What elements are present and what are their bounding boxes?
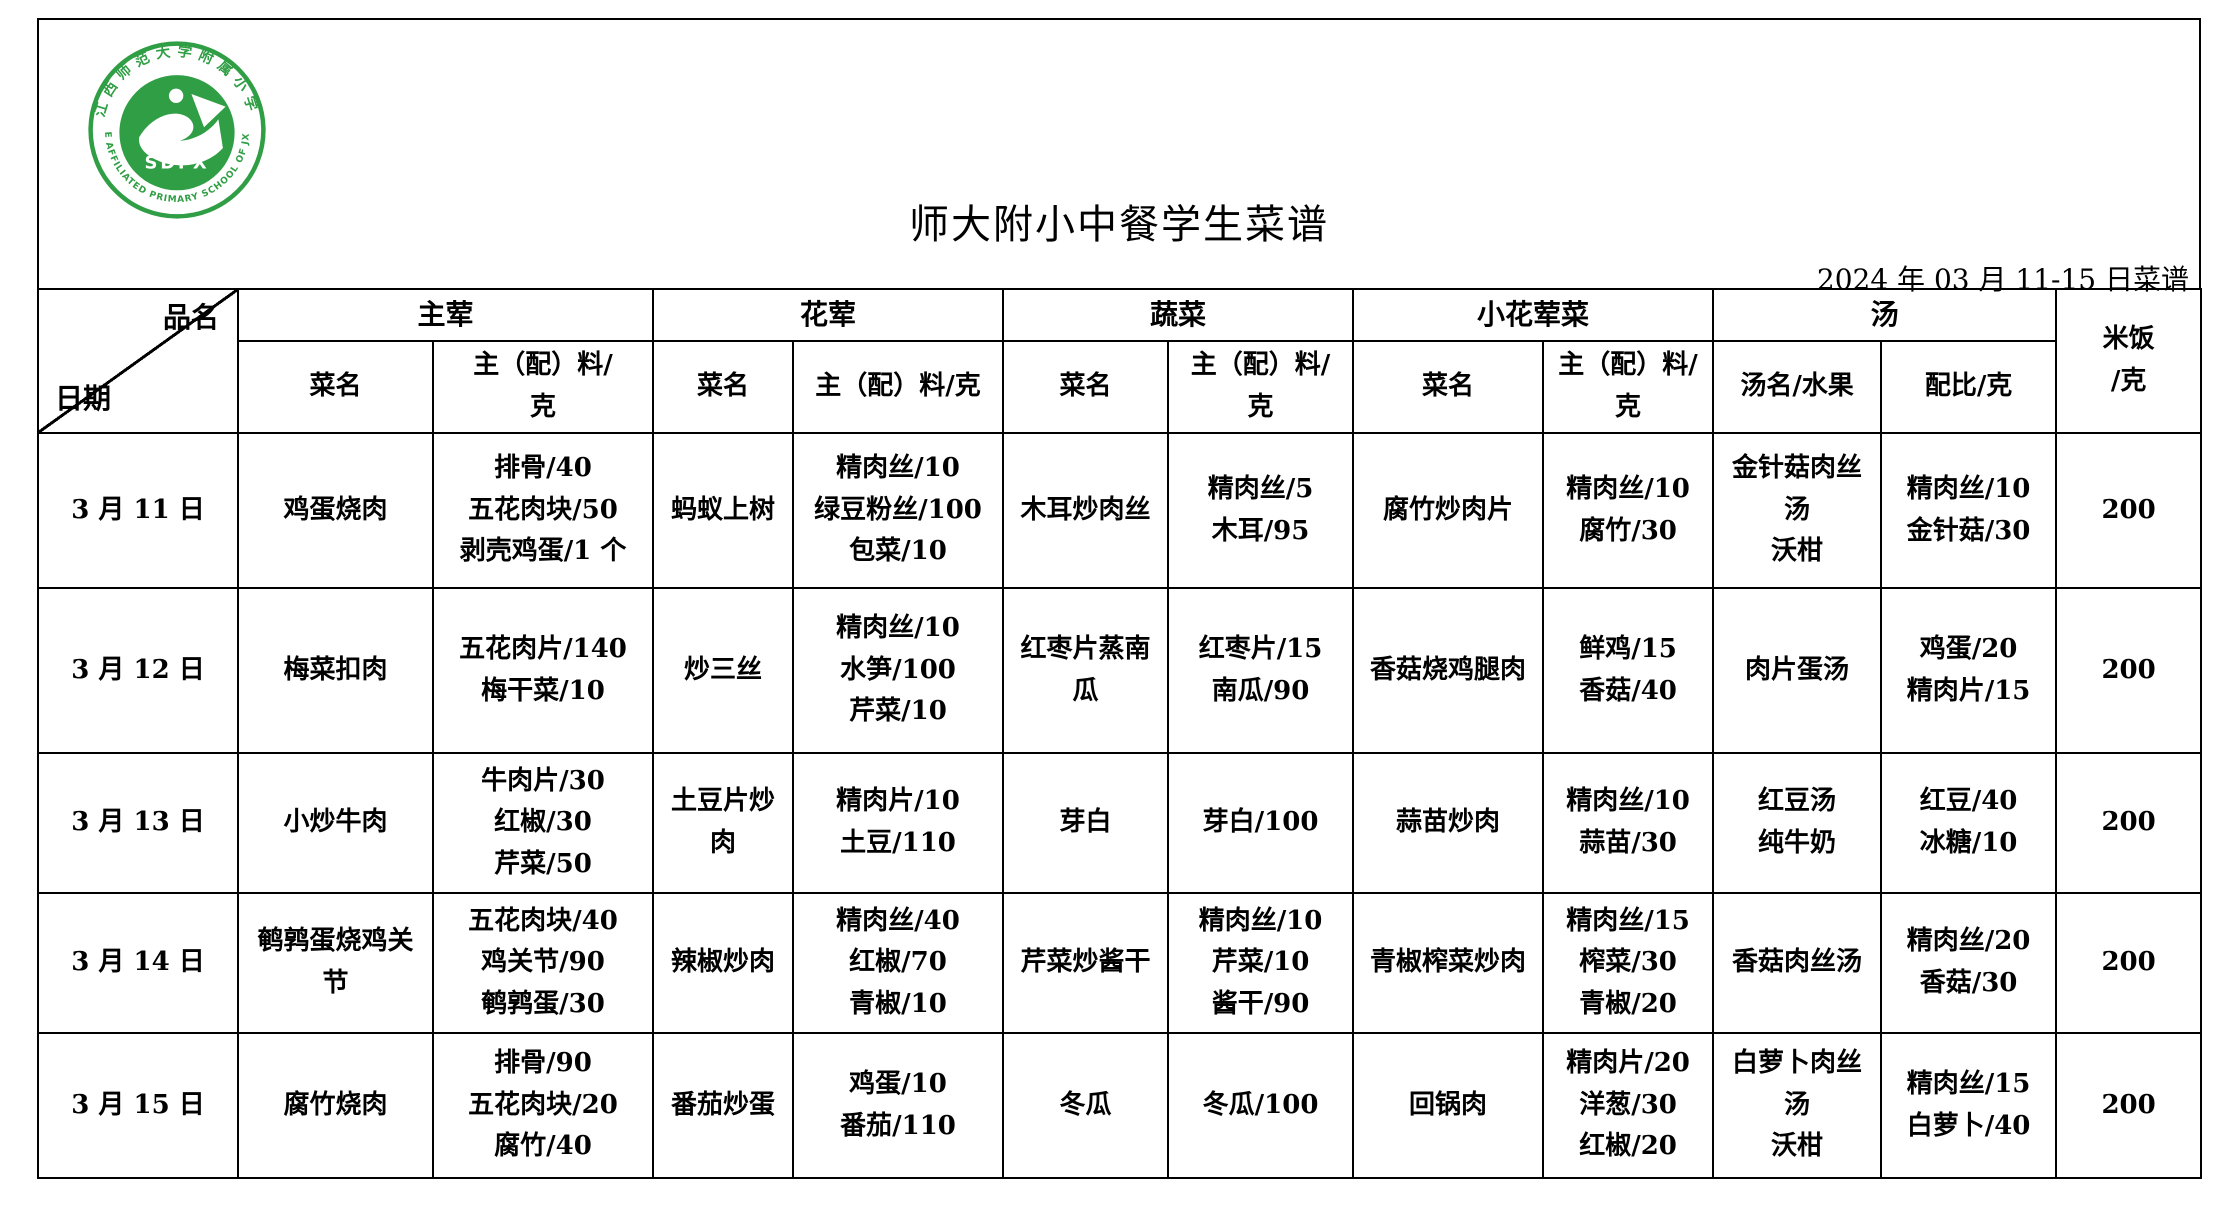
small-dish-ingredients: 精肉丝/15 榨菜/30 青椒/20	[1542, 892, 1715, 1034]
logo-figure-icon	[138, 113, 223, 166]
table-row: 3 月 14 日 鹌鹑蛋烧鸡关 节 五花肉块/40 鸡关节/90 鹌鹑蛋/30 …	[37, 892, 2203, 1034]
subheader-ingredients: 主（配）料/ 克	[1167, 340, 1355, 434]
subheader-dish-name: 菜名	[1352, 340, 1545, 434]
logo-figure-head-icon	[168, 88, 184, 103]
vegetable-ingredients: 精肉丝/10 芹菜/10 酱干/90	[1167, 892, 1355, 1034]
subheader-ingredients: 主（配）料/克	[792, 340, 1005, 434]
corner-header: 品名 日期	[37, 288, 239, 434]
soup-ingredients: 精肉丝/10 金针菇/30	[1880, 432, 2058, 589]
group-header-small-dish: 小花荤菜	[1352, 288, 1715, 342]
table-row: 3 月 15 日 腐竹烧肉 排骨/90 五花肉块/20 腐竹/40 番茄炒蛋 鸡…	[37, 1032, 2203, 1179]
semi-meat-ingredients: 鸡蛋/10 番茄/110	[792, 1032, 1005, 1179]
subheader-dish-name: 菜名	[237, 340, 434, 434]
small-dish-ingredients: 精肉丝/10 蒜苗/30	[1542, 752, 1715, 894]
vegetable-name: 芹菜炒酱干	[1002, 892, 1170, 1034]
small-dish-ingredients: 精肉丝/10 腐竹/30	[1542, 432, 1715, 589]
group-header-vegetable: 蔬菜	[1002, 288, 1355, 342]
small-dish-ingredients: 鲜鸡/15 香菇/40	[1542, 587, 1715, 754]
small-dish-name: 青椒榨菜炒肉	[1352, 892, 1545, 1034]
rice-cell: 200	[2055, 752, 2203, 894]
main-meat-ingredients: 五花肉块/40 鸡关节/90 鹌鹑蛋/30	[431, 892, 655, 1034]
header-group-row: 品名 日期 主荤 花荤 蔬菜 小花荤菜 汤 米饭 /克	[37, 288, 2203, 434]
vegetable-ingredients: 精肉丝/5 木耳/95	[1167, 432, 1355, 589]
small-dish-ingredients: 精肉片/20 洋葱/30 红椒/20	[1542, 1032, 1715, 1179]
soup-ingredients: 鸡蛋/20 精肉片/15	[1880, 587, 2058, 754]
soup-ingredients: 红豆/40 冰糖/10	[1880, 752, 2058, 894]
main-meat-name: 腐竹烧肉	[237, 1032, 434, 1179]
semi-meat-ingredients: 精肉丝/10 绿豆粉丝/100 包菜/10	[792, 432, 1005, 589]
semi-meat-ingredients: 精肉片/10 土豆/110	[792, 752, 1005, 894]
header-sub-row: 菜名 主（配）料/ 克 菜名 主（配）料/克 菜名 主（配）料/ 克 菜名 主（…	[38, 340, 2201, 434]
semi-meat-name: 蚂蚁上树	[652, 432, 795, 589]
sheet-header-area: SDFX 江西师范大学附属小学 THE AFFILIATED PRIMARY S…	[37, 18, 2201, 296]
date-cell: 3 月 15 日	[37, 1032, 239, 1179]
subheader-dish-name: 菜名	[652, 340, 795, 434]
corner-bottom-label: 日期	[55, 382, 112, 416]
vegetable-ingredients: 红枣片/15 南瓜/90	[1167, 587, 1355, 754]
subheader-ingredients: 主（配）料/ 克	[1542, 340, 1715, 434]
vegetable-ingredients: 冬瓜/100	[1167, 1032, 1355, 1179]
small-dish-name: 回锅肉	[1352, 1032, 1545, 1179]
date-cell: 3 月 13 日	[37, 752, 239, 894]
main-meat-ingredients: 牛肉片/30 红椒/30 芹菜/50	[431, 752, 655, 894]
date-cell: 3 月 14 日	[37, 892, 239, 1034]
main-meat-name: 鹌鹑蛋烧鸡关 节	[237, 892, 434, 1034]
vegetable-name: 红枣片蒸南 瓜	[1002, 587, 1170, 754]
group-header-main-meat: 主荤	[236, 288, 655, 342]
soup-name: 金针菇肉丝 汤 沃柑	[1712, 432, 1883, 589]
subheader-soup-name: 汤名/水果	[1712, 340, 1883, 434]
date-cell: 3 月 11 日	[37, 432, 239, 589]
rice-header: 米饭 /克	[2055, 288, 2203, 434]
menu-table: 品名 日期 主荤 花荤 蔬菜 小花荤菜 汤 米饭 /克 菜名 主（配）料/ 克 …	[37, 288, 2203, 1179]
small-dish-name: 香菇烧鸡腿肉	[1352, 587, 1545, 754]
subheader-dish-name: 菜名	[1002, 340, 1170, 434]
soup-name: 香菇肉丝汤	[1712, 892, 1883, 1034]
semi-meat-name: 辣椒炒肉	[652, 892, 795, 1034]
semi-meat-ingredients: 精肉丝/10 水笋/100 芹菜/10	[792, 587, 1005, 754]
semi-meat-name: 土豆片炒 肉	[652, 752, 795, 894]
main-meat-ingredients: 排骨/40 五花肉块/50 剥壳鸡蛋/1 个	[431, 432, 655, 589]
semi-meat-name: 炒三丝	[652, 587, 795, 754]
subheader-ingredients: 主（配）料/ 克	[431, 340, 655, 434]
corner-top-label: 品名	[162, 301, 219, 334]
main-meat-ingredients: 五花肉片/140 梅干菜/10	[431, 587, 655, 754]
menu-sheet: SDFX 江西师范大学附属小学 THE AFFILIATED PRIMARY S…	[37, 18, 2203, 1179]
main-meat-name: 梅菜扣肉	[237, 587, 434, 754]
small-dish-name: 蒜苗炒肉	[1352, 752, 1545, 894]
table-row: 3 月 11 日 鸡蛋烧肉 排骨/40 五花肉块/50 剥壳鸡蛋/1 个 蚂蚁上…	[37, 432, 2203, 589]
logo-acronym: SDFX	[145, 153, 210, 174]
rice-cell: 200	[2055, 892, 2203, 1034]
semi-meat-ingredients: 精肉丝/40 红椒/70 青椒/10	[792, 892, 1005, 1034]
rice-cell: 200	[2055, 1032, 2203, 1179]
soup-name: 白萝卜肉丝 汤 沃柑	[1712, 1032, 1883, 1179]
main-meat-name: 鸡蛋烧肉	[237, 432, 434, 589]
semi-meat-name: 番茄炒蛋	[652, 1032, 795, 1179]
rice-cell: 200	[2055, 587, 2203, 754]
table-row: 3 月 12 日 梅菜扣肉 五花肉片/140 梅干菜/10 炒三丝 精肉丝/10…	[37, 587, 2203, 754]
soup-ingredients: 精肉丝/15 白萝卜/40	[1880, 1032, 2058, 1179]
school-logo-svg: SDFX 江西师范大学附属小学 THE AFFILIATED PRIMARY S…	[83, 33, 266, 219]
soup-name: 肉片蛋汤	[1712, 587, 1883, 754]
vegetable-name: 冬瓜	[1002, 1032, 1170, 1179]
rice-cell: 200	[2055, 432, 2203, 589]
small-dish-name: 腐竹炒肉片	[1352, 432, 1545, 589]
date-cell: 3 月 12 日	[37, 587, 239, 754]
vegetable-name: 木耳炒肉丝	[1002, 432, 1170, 589]
group-header-semi-meat: 花荤	[652, 288, 1005, 342]
group-header-soup: 汤	[1712, 288, 2058, 342]
subheader-ratio: 配比/克	[1880, 340, 2058, 434]
soup-ingredients: 精肉丝/20 香菇/30	[1880, 892, 2058, 1034]
main-meat-name: 小炒牛肉	[237, 752, 434, 894]
vegetable-name: 芽白	[1002, 752, 1170, 894]
menu-date-label: 2024 年 03 月 11-15 日菜谱	[1816, 263, 2189, 296]
school-logo: SDFX 江西师范大学附属小学 THE AFFILIATED PRIMARY S…	[83, 33, 267, 220]
table-row: 3 月 13 日 小炒牛肉 牛肉片/30 红椒/30 芹菜/50 土豆片炒 肉 …	[37, 752, 2203, 894]
logo-flag-icon	[191, 94, 226, 128]
vegetable-ingredients: 芽白/100	[1167, 752, 1355, 894]
page-title: 师大附小中餐学生菜谱	[909, 202, 1329, 248]
soup-name: 红豆汤 纯牛奶	[1712, 752, 1883, 894]
main-meat-ingredients: 排骨/90 五花肉块/20 腐竹/40	[431, 1032, 655, 1179]
